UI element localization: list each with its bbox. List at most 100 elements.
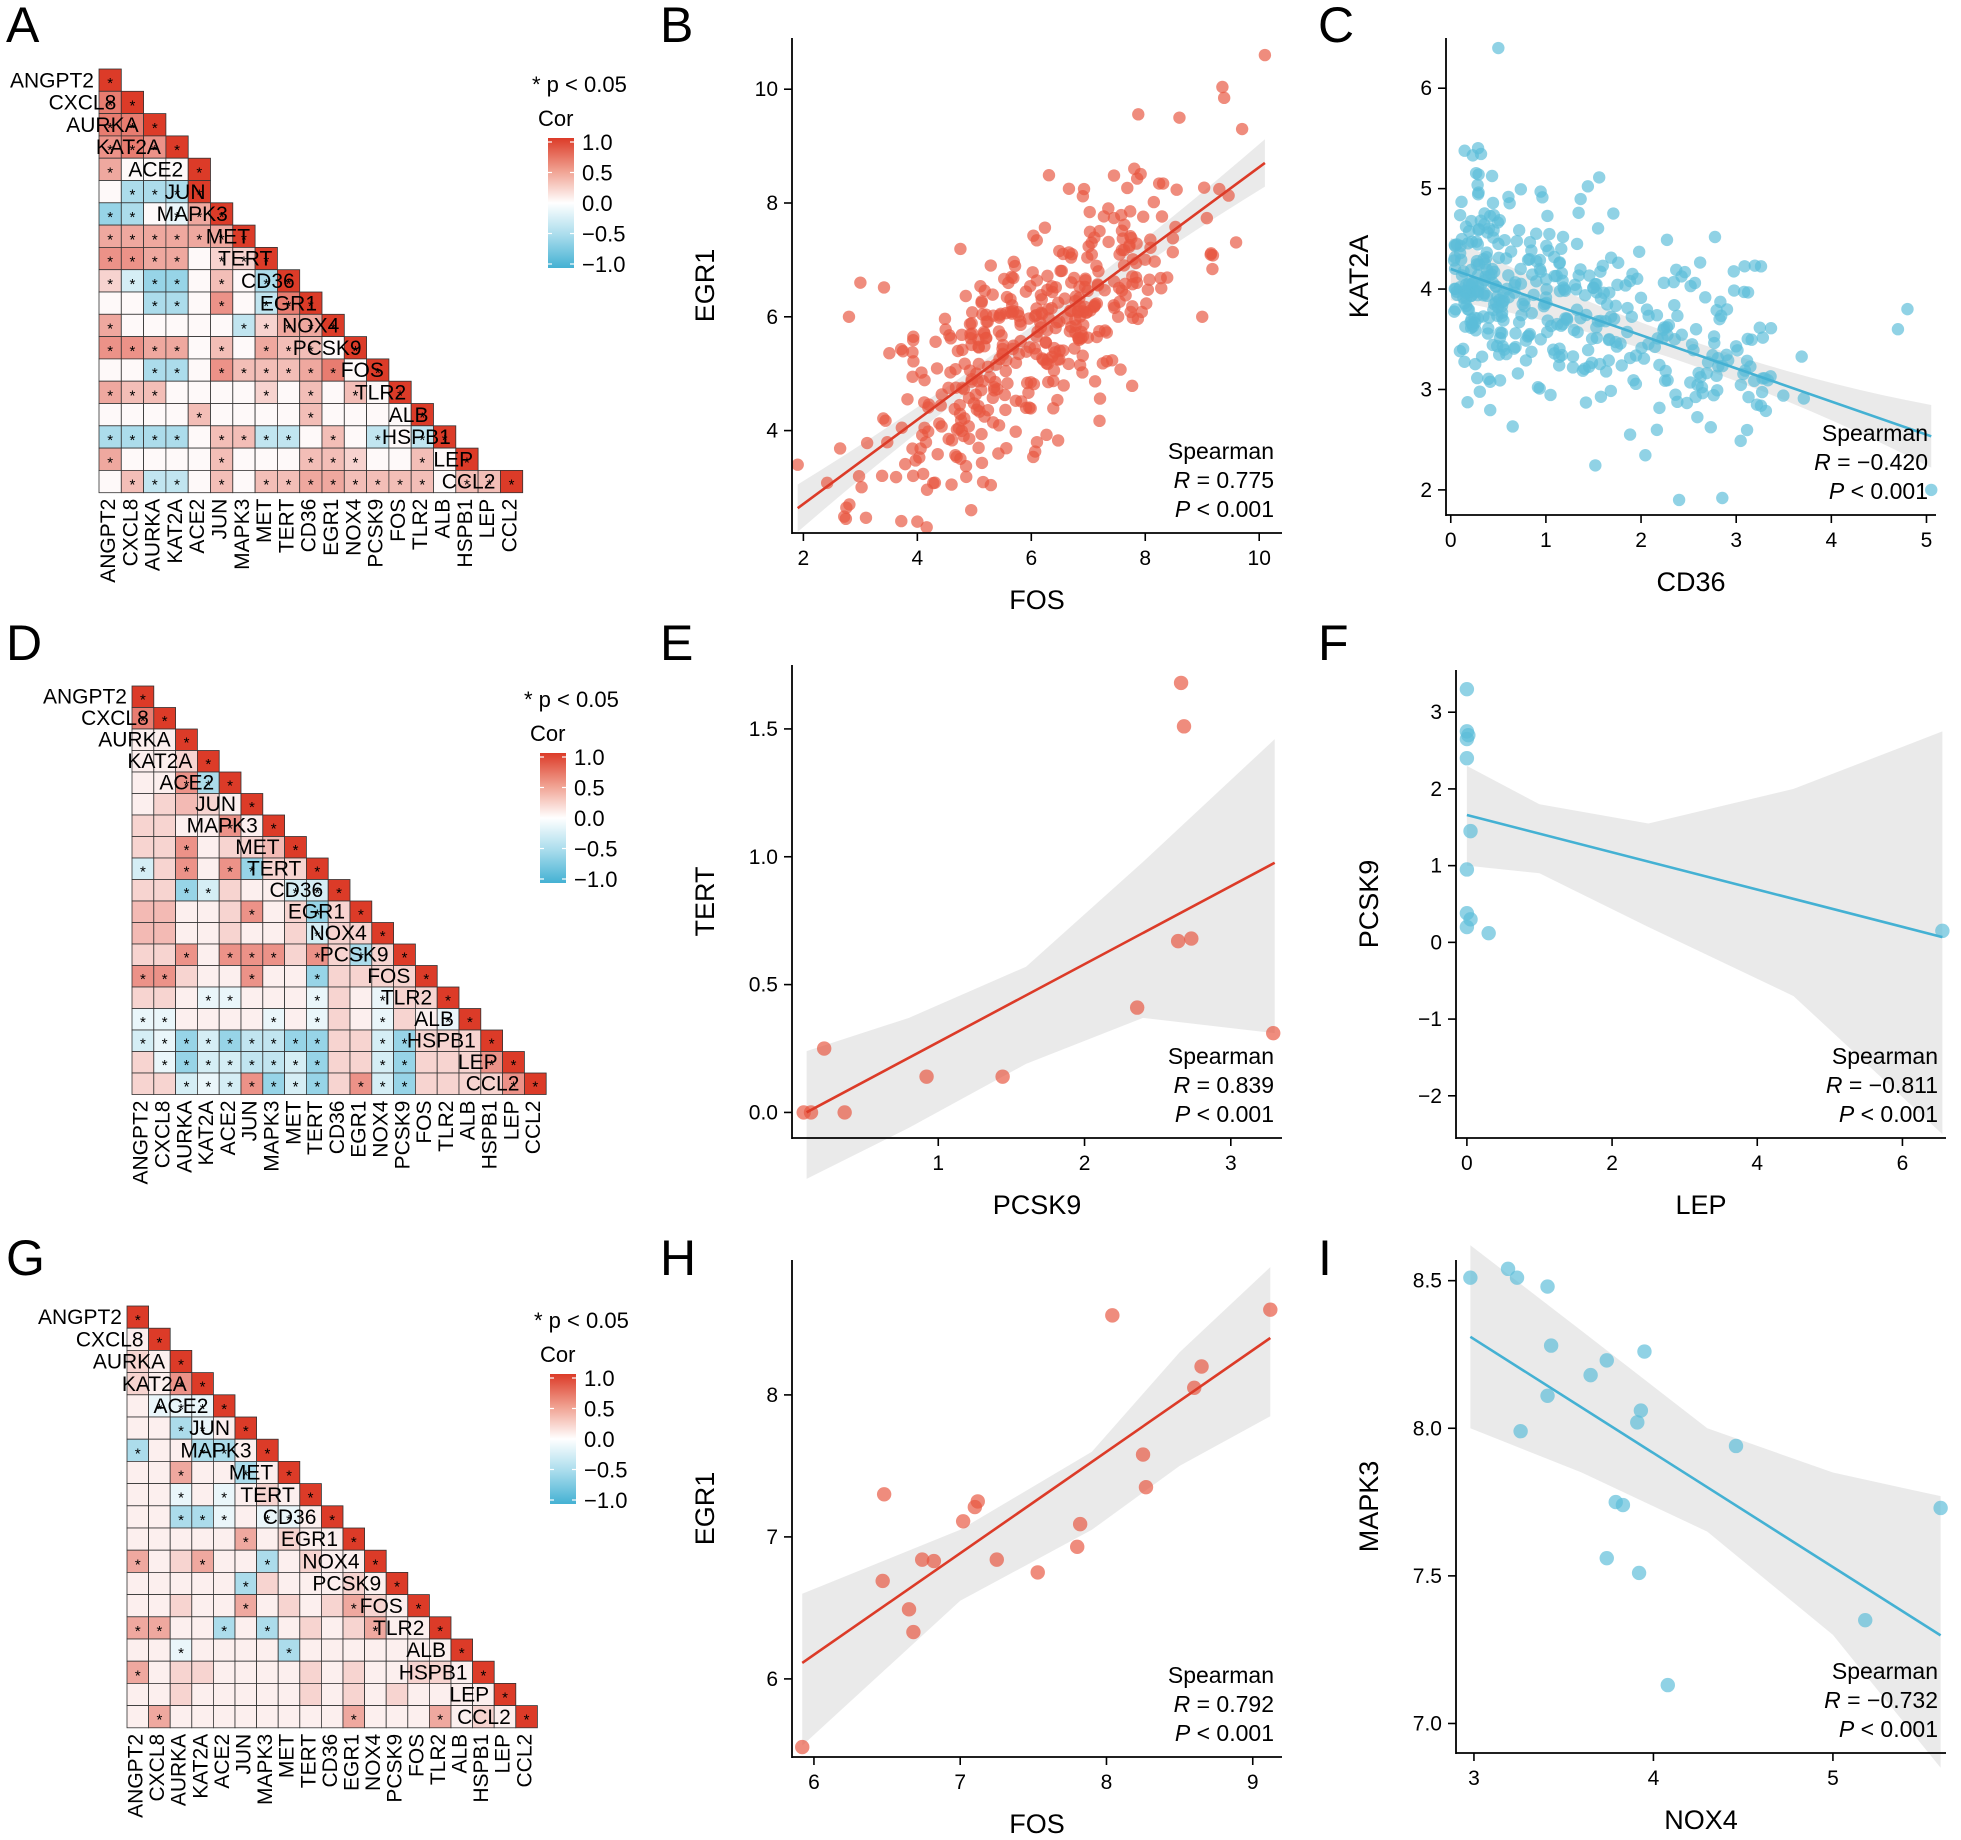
row-label: ALB	[406, 1639, 446, 1662]
data-point	[906, 346, 919, 359]
data-point	[1486, 196, 1500, 210]
heatmap-cell	[169, 1549, 193, 1573]
significance-star: *	[200, 1556, 206, 1573]
data-point	[1072, 1516, 1088, 1532]
data-point	[958, 357, 971, 370]
data-point	[1161, 271, 1174, 284]
data-point	[1030, 347, 1043, 361]
heatmap-cell	[169, 1594, 193, 1618]
data-point	[1213, 182, 1226, 196]
legend-tick-label: 1.0	[582, 130, 613, 155]
significance-star: *	[249, 906, 255, 923]
row-label: MAPK3	[157, 203, 228, 226]
column-label: MAPK3	[254, 1734, 277, 1805]
heatmap-cell	[148, 1483, 171, 1507]
stat-p: P < 0.001	[1175, 1101, 1274, 1127]
row-label: EGR1	[260, 292, 317, 315]
data-point	[1672, 493, 1686, 507]
significance-star: *	[184, 885, 190, 902]
stat-p-value: < 0.001	[1844, 478, 1928, 504]
heatmap-cell	[126, 1572, 150, 1596]
data-point	[1603, 333, 1616, 346]
column-label: FOS	[405, 1734, 428, 1777]
data-point	[1081, 251, 1094, 264]
heatmap-cell	[320, 1616, 344, 1640]
data-point	[1716, 491, 1729, 505]
data-point	[984, 478, 998, 492]
confidence-band	[802, 1267, 1271, 1746]
data-point	[1541, 209, 1554, 223]
significance-star: *	[184, 734, 190, 751]
data-point	[1062, 357, 1075, 371]
data-point	[1572, 269, 1585, 282]
data-point	[1001, 377, 1014, 390]
column-label: TERT	[304, 1100, 327, 1155]
heatmap-cell	[320, 1660, 344, 1684]
significance-star: *	[336, 885, 342, 902]
significance-star: *	[380, 1078, 386, 1095]
row-label: CXCL8	[81, 707, 149, 730]
x-tick-label: 5	[1921, 529, 1933, 552]
data-point	[901, 393, 914, 406]
data-point	[1657, 323, 1670, 336]
row-label: TLR2	[373, 1617, 424, 1640]
y-tick-label: 2	[1420, 479, 1432, 502]
heatmap-cell	[126, 1394, 150, 1418]
significance-star: *	[205, 885, 211, 902]
heatmap-cell	[187, 246, 211, 271]
y-axis-title: KAT2A	[1344, 235, 1374, 319]
data-point	[1661, 374, 1674, 387]
heatmap-cell	[299, 1660, 322, 1684]
data-point	[1035, 293, 1048, 306]
y-tick-label: 3	[1420, 378, 1432, 401]
heatmap-cell	[349, 1008, 373, 1031]
significance-star: *	[249, 863, 255, 880]
data-point	[1490, 339, 1504, 353]
data-point	[1727, 284, 1741, 297]
heatmap-cell	[196, 943, 220, 966]
significance-star: *	[205, 1078, 211, 1095]
heatmap-cell	[131, 922, 155, 945]
significance-star: *	[107, 254, 113, 271]
significance-star: *	[130, 142, 136, 159]
data-point	[1556, 317, 1570, 331]
heatmap-panel-g: * * * * * * * * * * * * * * * * * * * * * * * * * * * * * * * * * * * * * * * *…	[38, 1305, 629, 1818]
data-point	[1140, 297, 1153, 310]
significance-star: *	[219, 231, 225, 248]
significance-star: *	[227, 949, 233, 966]
significance-star: *	[135, 1312, 141, 1329]
row-label: CD36	[269, 879, 323, 902]
data-point	[833, 442, 847, 455]
significance-star: *	[174, 254, 180, 271]
data-point	[1105, 1308, 1120, 1323]
significance-star: *	[353, 387, 359, 404]
stat-r-symbol: R	[1174, 1691, 1191, 1717]
heatmap-cell	[148, 1505, 171, 1529]
row-label: KAT2A	[96, 136, 161, 159]
column-label: ALB	[457, 1101, 480, 1141]
significance-star: *	[437, 1712, 443, 1729]
significance-star: *	[107, 231, 113, 248]
y-tick-label: 3	[1430, 701, 1442, 724]
heatmap-cell	[187, 380, 211, 404]
column-label: ALB	[432, 499, 455, 539]
legend-colorbar	[548, 138, 574, 268]
data-point	[1065, 276, 1078, 289]
data-point	[1038, 221, 1052, 234]
heatmap-cell	[126, 1505, 150, 1529]
x-tick-label: 7	[954, 1771, 966, 1794]
y-tick-label: 8	[766, 192, 778, 215]
heatmap-cell	[187, 313, 211, 337]
significance-star: *	[152, 343, 158, 360]
significance-star: *	[156, 1623, 162, 1640]
heatmap-cell	[153, 986, 177, 1009]
heatmap-cell	[218, 965, 242, 988]
heatmap-panel-d: * * * * * * * * * * * * * * * * * * * * * * * * * * * * * * * * * * * * * * * *…	[43, 685, 619, 1185]
data-point	[1540, 1388, 1555, 1403]
significance-star: *	[221, 1490, 227, 1507]
stat-p-value: < 0.001	[1190, 1101, 1274, 1127]
data-point	[1764, 322, 1778, 335]
significance-star: *	[196, 187, 202, 204]
heatmap-cell	[277, 1660, 301, 1684]
legend-tick-label: −0.5	[582, 222, 625, 247]
